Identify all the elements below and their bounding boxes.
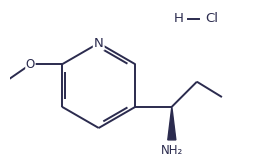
Text: Cl: Cl (205, 12, 218, 25)
Text: O: O (26, 58, 35, 71)
Polygon shape (168, 107, 176, 140)
Text: N: N (94, 37, 104, 50)
Text: NH₂: NH₂ (161, 144, 183, 157)
Text: H: H (173, 12, 183, 25)
